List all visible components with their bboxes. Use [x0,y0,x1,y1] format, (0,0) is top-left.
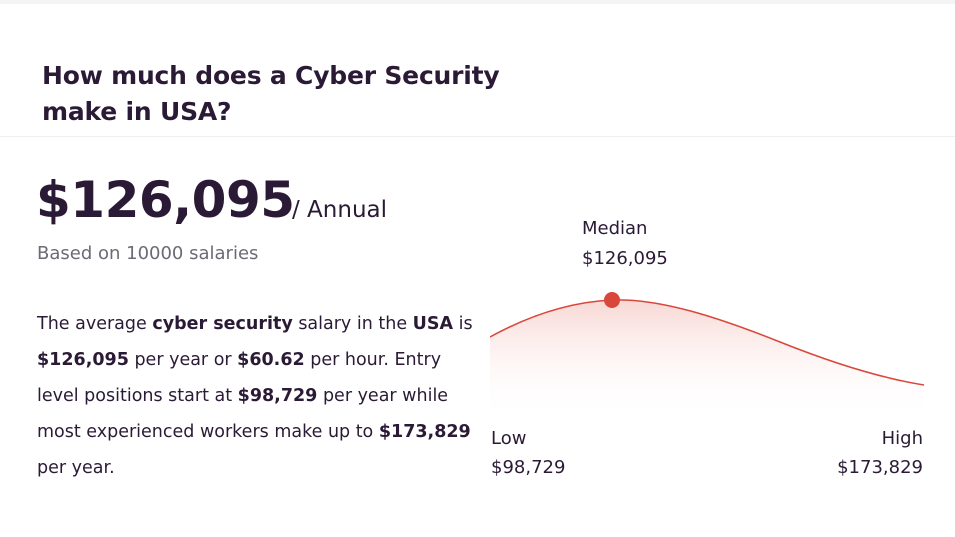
salary-basis: Based on 10000 salaries [37,243,259,264]
desc-annual: $126,095 [37,350,129,370]
divider [0,136,955,137]
desc-hourly: $60.62 [237,350,305,370]
desc-text: per year while most experienced workers … [37,386,449,442]
high-label: High [881,428,923,449]
salary-distribution-chart [490,292,925,420]
desc-text: The average [37,314,153,334]
median-value: $126,095 [582,248,668,269]
salary-period: / Annual [292,197,388,223]
salary-description: The average cyber security salary in the… [37,306,477,486]
page-title: How much does a Cyber Security make in U… [42,58,562,130]
high-value: $173,829 [837,457,923,478]
title-line-1: How much does a Cyber Security [42,61,500,90]
desc-job: cyber security [152,314,293,334]
desc-text: salary in the [292,314,413,334]
desc-text: is [453,314,473,334]
distribution-area [490,299,924,420]
low-label: Low [491,428,527,449]
median-marker [604,292,620,308]
desc-country: USA [412,314,454,334]
salary-amount: $126,095 [36,171,295,229]
salary-card: How much does a Cyber Security make in U… [0,4,955,537]
desc-entry: $98,729 [237,386,318,406]
desc-text: per year. [37,458,115,478]
title-line-2: make in USA? [42,97,232,126]
desc-text: per hour. Entry level positions start at [37,350,442,406]
desc-text: per year or [128,350,238,370]
desc-top: $173,829 [378,422,471,442]
distribution-curve [490,299,925,386]
low-value: $98,729 [491,457,566,478]
median-label: Median [582,218,648,239]
